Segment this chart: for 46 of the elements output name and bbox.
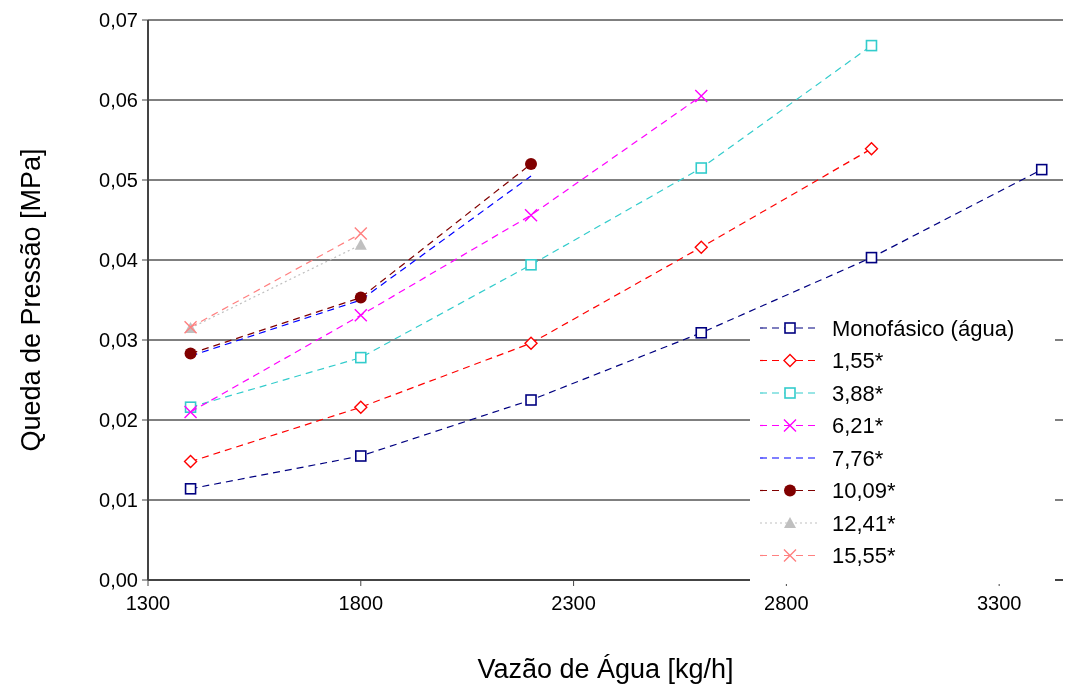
point [1035, 163, 1048, 176]
point [183, 405, 198, 419]
point [183, 454, 198, 469]
point [525, 259, 537, 271]
point [525, 394, 537, 406]
point [695, 327, 708, 339]
point [525, 158, 538, 170]
x-tick-label: 1800 [338, 592, 384, 614]
y-tick-label: 0,07 [99, 9, 138, 31]
y-tick-label: 0,03 [99, 329, 138, 351]
legend-label: 7,76* [832, 445, 884, 471]
point [354, 351, 367, 364]
legend-label: 1,55* [832, 348, 884, 374]
y-tick-label: 0,02 [99, 409, 138, 431]
x-tick-label: 1300 [125, 592, 171, 614]
point [865, 251, 878, 264]
legend-label: 12,41* [832, 510, 897, 536]
y-tick-label: 0,05 [99, 169, 138, 191]
y-tick-label: 0,06 [99, 89, 138, 111]
point [694, 89, 708, 103]
legend-label: 15,55* [832, 543, 897, 569]
point [354, 291, 367, 304]
x-tick-label: 3300 [976, 592, 1022, 614]
legend-label: 6,21* [832, 413, 884, 439]
y-axis-title: Queda de Pressão [MPa] [16, 148, 46, 452]
x-axis-title: Vazão de Água [kg/h] [477, 654, 734, 684]
point [695, 162, 708, 174]
point [354, 450, 367, 462]
y-tick-label: 0,00 [99, 569, 138, 591]
point [524, 336, 538, 350]
point [354, 308, 368, 322]
point [864, 142, 879, 156]
point [524, 208, 538, 222]
legend-label: 10,09* [832, 478, 897, 504]
point [184, 483, 197, 495]
x-tick-label: 2300 [551, 592, 596, 614]
point [354, 400, 368, 414]
legend-label: 3,88* [832, 380, 884, 406]
y-tick-label: 0,04 [99, 249, 138, 271]
point [184, 347, 197, 360]
legend-label: Monofásico (água) [832, 315, 1015, 341]
x-tick-label: 2800 [764, 592, 809, 614]
point [865, 39, 878, 52]
point [694, 240, 708, 254]
point [354, 226, 368, 241]
y-tick-label: 0,01 [99, 489, 138, 511]
